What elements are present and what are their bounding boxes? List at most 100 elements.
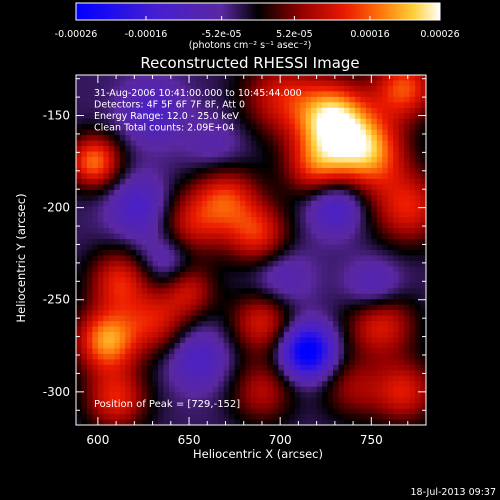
heatmap-cell	[119, 91, 126, 98]
heatmap-cell	[256, 370, 263, 377]
heatmap-cell	[125, 206, 132, 213]
heatmap-cell	[420, 386, 427, 393]
heatmap-cell	[125, 359, 132, 366]
heatmap-cell	[316, 359, 323, 366]
heatmap-cell	[152, 403, 159, 410]
heatmap-cell	[404, 353, 411, 360]
heatmap-cell	[141, 239, 148, 246]
heatmap-cell	[267, 211, 274, 218]
heatmap-cell	[81, 271, 88, 278]
heatmap-cell	[251, 151, 258, 158]
heatmap-cell	[125, 397, 132, 404]
heatmap-cell	[365, 157, 372, 164]
heatmap-cell	[343, 173, 351, 180]
heatmap-cell	[240, 392, 247, 399]
heatmap-cell	[272, 277, 279, 284]
heatmap-cell	[240, 135, 247, 142]
heatmap-cell	[343, 359, 351, 366]
heatmap-cell	[420, 184, 427, 191]
heatmap-cell	[398, 419, 405, 426]
heatmap-cell	[147, 85, 154, 93]
heatmap-cell	[234, 419, 241, 426]
heatmap-cell	[114, 250, 121, 257]
heatmap-cell	[158, 414, 165, 421]
heatmap-cell	[267, 244, 274, 251]
heatmap-cell	[190, 271, 197, 278]
heatmap-cell	[76, 321, 83, 328]
heatmap-cell	[92, 135, 99, 142]
heatmap-cell	[393, 140, 400, 147]
heatmap-cell	[261, 353, 269, 360]
heatmap-cell	[201, 140, 208, 147]
heatmap-cell	[76, 408, 83, 415]
heatmap-cell	[278, 348, 285, 355]
heatmap-cell	[387, 217, 394, 224]
heatmap-cell	[283, 222, 290, 229]
heatmap-cell	[152, 200, 159, 207]
heatmap-cell	[272, 315, 279, 322]
heatmap-cell	[125, 222, 132, 229]
heatmap-cell	[185, 102, 192, 109]
heatmap-cell	[158, 299, 165, 306]
heatmap-cell	[376, 140, 383, 147]
heatmap-cell	[125, 419, 132, 426]
heatmap-cell	[316, 91, 323, 98]
heatmap-cell	[97, 277, 104, 284]
heatmap-cell	[251, 255, 258, 262]
heatmap-cell	[272, 359, 279, 366]
heatmap-cell	[316, 375, 323, 382]
heatmap-cell	[234, 266, 241, 273]
heatmap-cell	[256, 239, 263, 246]
heatmap-cell	[261, 271, 269, 278]
heatmap-cell	[267, 386, 274, 393]
heatmap-cell	[327, 135, 334, 142]
heatmap-cell	[130, 228, 137, 235]
heatmap-cell	[158, 146, 165, 153]
heatmap-cell	[136, 102, 143, 109]
heatmap-cell	[86, 75, 94, 82]
heatmap-cell	[114, 386, 121, 393]
heatmap-cell	[158, 282, 165, 289]
heatmap-cell	[272, 342, 279, 350]
heatmap-cell	[251, 206, 258, 213]
heatmap-cell	[409, 91, 416, 98]
heatmap-cell	[349, 332, 356, 339]
heatmap-cell	[141, 260, 148, 268]
heatmap-cell	[360, 85, 367, 93]
heatmap-cell	[305, 348, 312, 355]
heatmap-cell	[141, 271, 148, 278]
heatmap-cell	[305, 222, 312, 229]
heatmap-cell	[322, 173, 329, 180]
heatmap-cell	[163, 206, 170, 213]
heatmap-cell	[168, 162, 176, 169]
heatmap-cell	[168, 228, 176, 235]
heatmap-cell	[333, 250, 340, 257]
heatmap-cell	[382, 233, 389, 240]
heatmap-cell	[322, 217, 329, 224]
heatmap-cell	[201, 408, 208, 415]
heatmap-cell	[387, 414, 394, 421]
heatmap-cell	[371, 151, 378, 158]
heatmap-cell	[354, 173, 361, 180]
heatmap-cell	[305, 293, 312, 300]
heatmap-cell	[387, 321, 394, 328]
heatmap-cell	[141, 288, 148, 295]
heatmap-cell	[294, 282, 301, 289]
heatmap-cell	[218, 222, 225, 229]
heatmap-cell	[272, 184, 279, 191]
heatmap-cell	[382, 375, 389, 382]
heatmap-cell	[415, 381, 422, 388]
heatmap-cell	[283, 419, 290, 426]
heatmap-cell	[174, 310, 181, 317]
heatmap-cell	[212, 135, 219, 142]
heatmap-cell	[261, 321, 269, 328]
heatmap-cell	[371, 228, 378, 235]
heatmap-cell	[196, 129, 203, 136]
heatmap-cell	[163, 80, 170, 87]
heatmap-cell	[360, 184, 367, 191]
heatmap-cell	[300, 124, 307, 131]
heatmap-cell	[185, 250, 192, 257]
heatmap-cell	[245, 206, 252, 213]
heatmap-cell	[305, 85, 312, 93]
heatmap-cell	[92, 167, 99, 175]
